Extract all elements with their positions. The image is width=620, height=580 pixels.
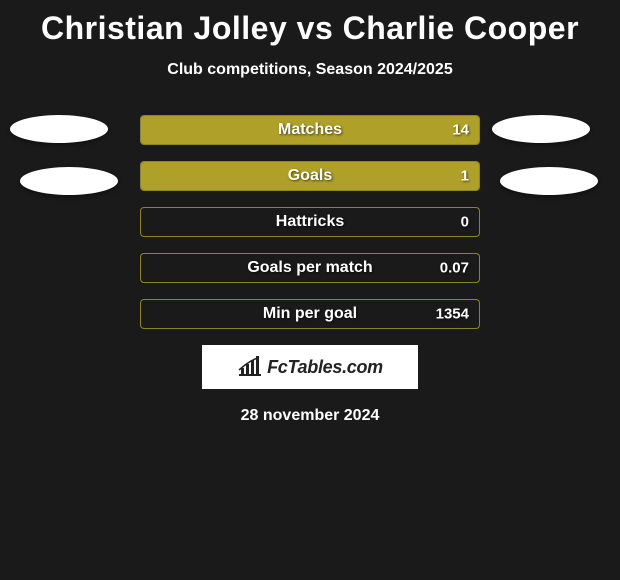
stat-row: Goals per match 0.07 [140, 253, 480, 283]
stat-value: 1 [461, 168, 469, 185]
logo-text: FcTables.com [267, 357, 383, 378]
decorative-ellipse [500, 167, 598, 195]
stats-area: Matches 14 Goals 1 Hattricks 0 Goals per match… [0, 115, 620, 329]
stat-label: Matches [278, 121, 342, 139]
stat-value: 0 [461, 214, 469, 231]
stat-label: Hattricks [276, 213, 344, 231]
stat-row: Min per goal 1354 [140, 299, 480, 329]
stat-label: Goals [288, 167, 332, 185]
stat-value: 0.07 [440, 260, 469, 277]
infographic: Christian Jolley vs Charlie Cooper Club … [0, 0, 620, 580]
decorative-ellipse [20, 167, 118, 195]
decorative-ellipse [492, 115, 590, 143]
stat-value: 14 [452, 122, 469, 139]
stat-row: Goals 1 [140, 161, 480, 191]
logo-box: FcTables.com [202, 345, 418, 389]
stat-value: 1354 [436, 306, 469, 323]
chart-icon [237, 356, 263, 378]
stat-row: Hattricks 0 [140, 207, 480, 237]
stat-label: Min per goal [263, 305, 357, 323]
stat-label: Goals per match [247, 259, 372, 277]
decorative-ellipse [10, 115, 108, 143]
page-title: Christian Jolley vs Charlie Cooper [0, 0, 620, 47]
date-text: 28 november 2024 [0, 389, 620, 425]
stat-row: Matches 14 [140, 115, 480, 145]
subtitle: Club competitions, Season 2024/2025 [0, 47, 620, 79]
